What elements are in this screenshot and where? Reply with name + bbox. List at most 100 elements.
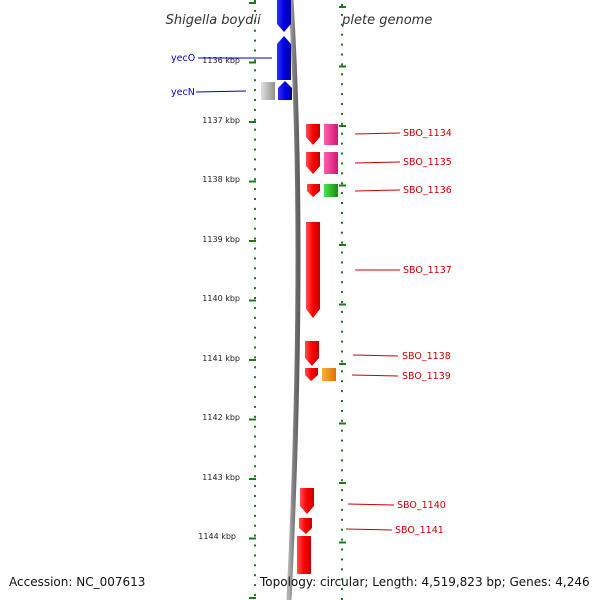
gene-SBO_1141[interactable]: SBO_1141 (297, 518, 444, 574)
rail-dot (254, 425, 256, 428)
right-tick-rail (339, 4, 346, 600)
rail-dot (341, 459, 343, 462)
rail-dot (254, 99, 256, 101)
rail-dot (254, 148, 256, 151)
rail-dot (254, 336, 256, 339)
rail-dot (254, 534, 256, 537)
rail-major-tick (249, 121, 256, 123)
kbp-label: 1143 kbp (202, 473, 240, 482)
rail-dot (341, 578, 343, 581)
rail-dot (341, 469, 343, 472)
gene-feature (299, 518, 312, 534)
rail-dot (254, 544, 256, 547)
gene-SBO_1134[interactable]: SBO_1134 (306, 124, 452, 145)
rail-dot (254, 435, 256, 438)
rail-dot (254, 366, 256, 369)
rail-dot (341, 132, 343, 135)
gene-feature (277, 36, 291, 80)
rail-dot (341, 202, 343, 204)
gene-yecN[interactable]: yecN (171, 81, 292, 100)
rail-dot (341, 231, 343, 234)
gene-label[interactable]: SBO_1134 (403, 128, 452, 139)
gene-label[interactable]: yecN (171, 87, 195, 98)
rail-dot (254, 168, 256, 171)
rail-dot (254, 69, 256, 72)
rail-dot (341, 360, 343, 363)
gene-feature (261, 82, 275, 100)
gene-feature (322, 368, 336, 381)
gene-SBO_1139[interactable]: SBO_1139 (305, 368, 451, 382)
gene-SBO_1137[interactable]: SBO_1137 (306, 222, 452, 318)
rail-dot (341, 182, 343, 185)
gene-feature (278, 81, 292, 100)
rail-major-tick (339, 422, 346, 425)
rail-dot (341, 103, 343, 105)
rail-dot (254, 475, 256, 478)
rail-dot (341, 172, 343, 175)
rail-major-tick (339, 65, 346, 68)
rail-dot (254, 376, 256, 379)
gene-label[interactable]: SBO_1140 (397, 500, 446, 511)
rail-dot (254, 59, 256, 62)
rail-dot (254, 495, 256, 497)
rail-dot (341, 142, 343, 145)
gene-feature (324, 124, 338, 145)
rail-dot (254, 405, 256, 408)
gene-feature (306, 152, 320, 174)
gene-yecO[interactable]: yecO (171, 0, 291, 80)
gene-label[interactable]: SBO_1139 (402, 371, 451, 382)
gene-feature (300, 488, 314, 514)
rail-major-tick (249, 240, 256, 242)
rail-dot (341, 73, 343, 76)
rail-dot (254, 217, 256, 220)
rail-major-tick (249, 359, 256, 361)
rail-dot (341, 261, 343, 264)
rail-dot (341, 538, 343, 541)
rail-dot (254, 277, 256, 280)
rail-dot (254, 326, 256, 329)
gene-label[interactable]: SBO_1141 (395, 525, 444, 536)
rail-major-tick (249, 597, 256, 599)
rail-dot (341, 409, 343, 412)
rail-dot (341, 211, 343, 214)
kbp-label: 1140 kbp (202, 294, 240, 303)
rail-dot (254, 188, 256, 191)
gene-SBO_1138[interactable]: SBO_1138 (305, 341, 451, 366)
rail-dot (341, 499, 343, 501)
rail-dot (254, 247, 256, 250)
rail-dot (254, 227, 256, 230)
rail-dot (254, 386, 256, 389)
rail-major-tick (249, 418, 256, 421)
rail-dot (341, 439, 343, 442)
gene-label[interactable]: SBO_1136 (403, 185, 452, 196)
rail-dot (254, 306, 256, 309)
gene-feature (306, 124, 320, 145)
rail-dot (254, 128, 256, 131)
rail-dot (254, 564, 256, 567)
rail-dot (341, 122, 343, 125)
rail-dot (341, 528, 343, 531)
gene-label[interactable]: SBO_1135 (403, 157, 452, 168)
label-leader (354, 132, 401, 135)
rail-dot (341, 83, 343, 86)
rail-dot (254, 9, 256, 12)
rail-dot (254, 39, 256, 42)
gene-feature (324, 152, 338, 174)
rail-dot (254, 89, 256, 92)
gene-SBO_1136[interactable]: SBO_1136 (307, 184, 452, 197)
rail-dot (254, 138, 256, 141)
rail-dot (341, 291, 343, 294)
rail-dot (254, 29, 256, 32)
kbp-label: 1138 kbp (202, 175, 240, 184)
gene-SBO_1140[interactable]: SBO_1140 (300, 488, 446, 514)
gene-label[interactable]: SBO_1137 (403, 265, 452, 276)
rail-dot (341, 13, 343, 16)
gene-label[interactable]: SBO_1138 (402, 351, 451, 362)
gene-label[interactable]: yecO (171, 53, 195, 64)
rail-dot (254, 178, 256, 181)
gene-SBO_1135[interactable]: SBO_1135 (306, 152, 452, 174)
rail-dot (341, 508, 343, 511)
rail-major-tick (249, 537, 256, 540)
label-leader (354, 189, 401, 192)
